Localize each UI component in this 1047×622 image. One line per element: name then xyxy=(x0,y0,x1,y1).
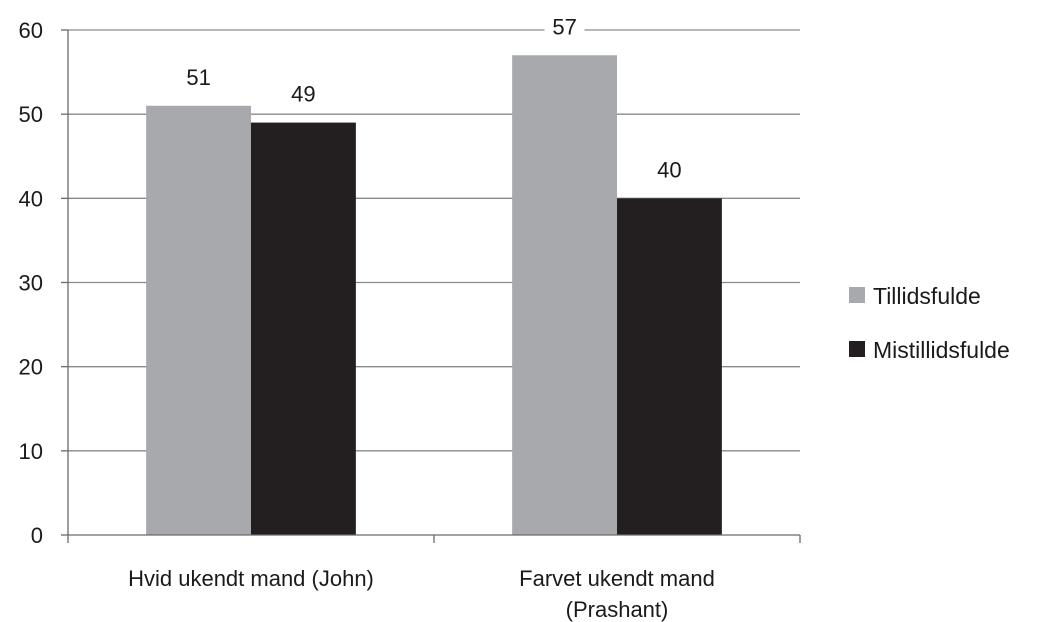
legend-swatch-tillidsfulde xyxy=(849,287,865,303)
data-label-background xyxy=(178,62,219,91)
y-tick-label: 0 xyxy=(31,523,43,548)
x-category-label: (Prashant) xyxy=(566,597,669,622)
y-tick-label: 20 xyxy=(19,355,43,380)
x-category-label: Hvid ukendt mand (John) xyxy=(128,566,374,591)
legend-swatch-mistillidsfulde xyxy=(849,341,865,357)
data-label-background xyxy=(544,12,585,41)
data-label: 51 xyxy=(186,65,210,90)
data-label: 57 xyxy=(552,14,576,39)
data-label-background xyxy=(283,79,324,108)
x-category-label: Farvet ukendt mand xyxy=(519,566,715,591)
y-tick-label: 40 xyxy=(19,186,43,211)
bars xyxy=(146,55,722,536)
data-label: 49 xyxy=(291,82,315,107)
y-tick-label: 60 xyxy=(19,18,43,43)
bar-tillidsfulde-0 xyxy=(146,105,251,535)
legend-label: Mistillidsfulde xyxy=(873,337,1010,363)
data-label-background xyxy=(649,155,690,184)
y-tick-label: 10 xyxy=(19,439,43,464)
data-labels: 51 49 57 40 xyxy=(178,12,690,184)
legend-label: Tillidsfulde xyxy=(873,283,981,309)
bar-tillidsfulde-1 xyxy=(512,55,617,535)
data-label: 40 xyxy=(657,157,681,182)
bar-mistillidsfulde-1 xyxy=(617,198,722,536)
y-tick-label: 50 xyxy=(19,102,43,127)
bar-mistillidsfulde-0 xyxy=(251,122,356,535)
legend: Tillidsfulde Mistillidsfulde xyxy=(849,283,1010,363)
axes: 0 10 20 30 40 50 60 Hvid ukendt mand (John) Farv… xyxy=(19,18,801,622)
y-tick-label: 30 xyxy=(19,271,43,296)
